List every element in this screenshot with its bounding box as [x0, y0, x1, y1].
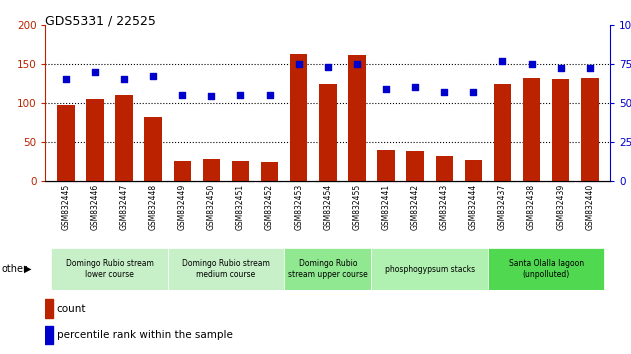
Bar — [261, 162, 278, 181]
Text: phosphogypsum stacks: phosphogypsum stacks — [385, 264, 475, 274]
Point — [556, 65, 566, 71]
Text: GSM832449: GSM832449 — [178, 184, 187, 230]
Text: GSM832444: GSM832444 — [469, 184, 478, 230]
Text: GSM832443: GSM832443 — [440, 184, 449, 230]
Point — [90, 69, 100, 74]
Point — [293, 61, 304, 67]
Bar — [232, 161, 249, 181]
Text: GSM832447: GSM832447 — [119, 184, 129, 230]
Text: GSM832437: GSM832437 — [498, 184, 507, 230]
Bar — [284, 248, 372, 290]
Bar — [86, 99, 103, 181]
Text: GSM832439: GSM832439 — [556, 184, 565, 230]
Bar — [319, 84, 336, 181]
Text: GSM832448: GSM832448 — [149, 184, 158, 230]
Text: ▶: ▶ — [24, 264, 32, 274]
Point — [148, 73, 158, 79]
Text: GSM832438: GSM832438 — [527, 184, 536, 230]
Text: GSM832452: GSM832452 — [265, 184, 274, 230]
Bar — [464, 160, 482, 181]
Point — [410, 84, 420, 90]
Bar — [581, 78, 599, 181]
Bar — [144, 117, 162, 181]
Point — [264, 92, 274, 98]
Point — [206, 93, 216, 99]
Text: GSM832451: GSM832451 — [236, 184, 245, 230]
Point — [235, 92, 245, 98]
Bar — [348, 55, 365, 181]
Bar — [174, 161, 191, 181]
Bar — [290, 53, 307, 181]
Bar — [51, 248, 168, 290]
Text: GSM832446: GSM832446 — [90, 184, 100, 230]
Bar — [406, 151, 424, 181]
Text: percentile rank within the sample: percentile rank within the sample — [57, 330, 233, 340]
Text: GSM832453: GSM832453 — [294, 184, 303, 230]
Text: GSM832454: GSM832454 — [323, 184, 333, 230]
Text: GSM832442: GSM832442 — [411, 184, 420, 230]
Bar — [377, 150, 395, 181]
Text: Santa Olalla lagoon
(unpolluted): Santa Olalla lagoon (unpolluted) — [509, 259, 584, 279]
Text: other: other — [1, 264, 27, 274]
Bar — [493, 84, 511, 181]
Bar — [45, 299, 53, 318]
Point — [177, 92, 187, 98]
Bar — [488, 248, 604, 290]
Text: GSM832450: GSM832450 — [207, 184, 216, 230]
Text: count: count — [57, 304, 86, 314]
Bar — [203, 159, 220, 181]
Bar — [435, 156, 453, 181]
Text: Domingo Rubio stream
medium course: Domingo Rubio stream medium course — [182, 259, 270, 279]
Point — [381, 86, 391, 91]
Bar — [523, 78, 540, 181]
Text: GSM832445: GSM832445 — [61, 184, 70, 230]
Text: Domingo Rubio stream
lower course: Domingo Rubio stream lower course — [66, 259, 153, 279]
Bar — [168, 248, 284, 290]
Text: GSM832441: GSM832441 — [382, 184, 391, 230]
Bar — [115, 95, 133, 181]
Bar — [45, 326, 53, 344]
Point — [352, 61, 362, 67]
Text: Domingo Rubio
stream upper course: Domingo Rubio stream upper course — [288, 259, 368, 279]
Text: GSM832455: GSM832455 — [353, 184, 362, 230]
Point — [468, 89, 478, 95]
Text: GSM832440: GSM832440 — [586, 184, 594, 230]
Point — [497, 58, 507, 63]
Bar — [552, 79, 569, 181]
Bar — [57, 105, 74, 181]
Point — [439, 89, 449, 95]
Point — [585, 65, 595, 71]
Point — [526, 61, 536, 67]
Point — [119, 76, 129, 82]
Bar — [372, 248, 488, 290]
Point — [323, 64, 333, 70]
Point — [61, 76, 71, 82]
Text: GDS5331 / 22525: GDS5331 / 22525 — [45, 14, 156, 27]
